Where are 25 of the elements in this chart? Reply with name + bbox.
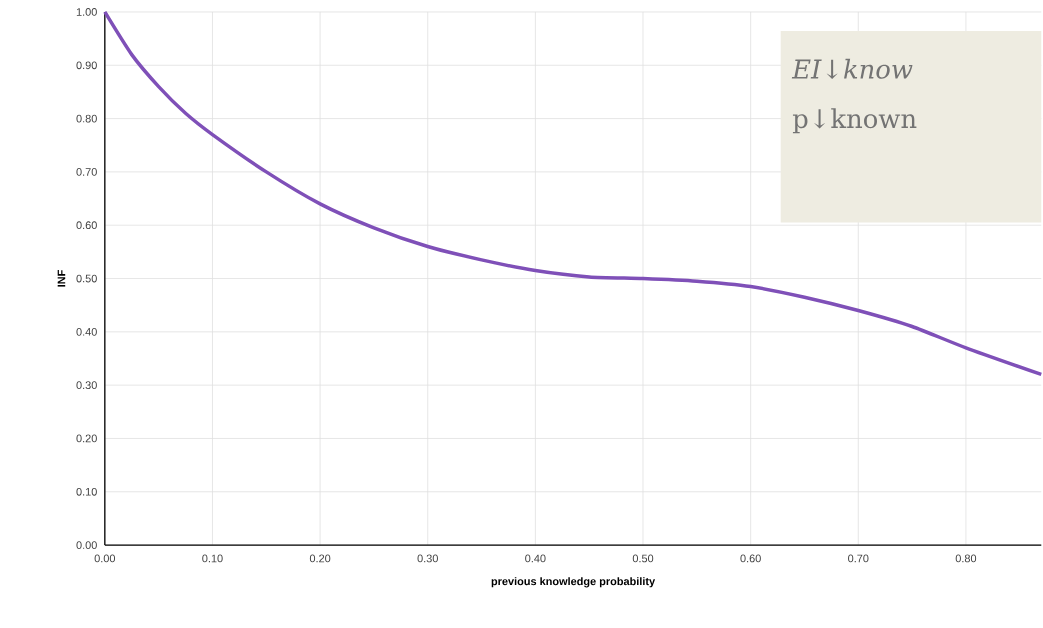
- y-tick-label: 0.30: [76, 381, 97, 390]
- x-axis-title: previous knowledge probability: [491, 577, 656, 588]
- y-tick-label: 0.70: [76, 168, 97, 176]
- y-tick-label: 0.80: [76, 114, 97, 123]
- y-tick-label: 0.40: [76, 328, 97, 336]
- y-tick-label: 0.60: [76, 221, 97, 230]
- x-tick-label: 0.30: [417, 554, 438, 563]
- y-axis-title: INF: [57, 270, 66, 287]
- x-tick-label: 0.20: [309, 554, 331, 563]
- y-tick-label: 0.20: [76, 434, 97, 443]
- y-tick-label: 0.90: [76, 61, 97, 70]
- y-tick-label: 0.50: [76, 274, 97, 283]
- x-tick-label: 0.00: [94, 554, 116, 563]
- x-tick-label: 0.60: [740, 554, 761, 563]
- y-tick-label: 0.10: [76, 487, 97, 496]
- x-tick-label: 0.70: [848, 554, 869, 563]
- y-tick-label: 0.00: [76, 541, 97, 549]
- line-series: [103, 10, 1043, 377]
- x-tick-label: 0.50: [632, 554, 654, 563]
- annotation: p↓known: [792, 108, 917, 134]
- y-tick-label: 1.00: [76, 8, 97, 16]
- x-tick-label: 0.80: [955, 554, 977, 563]
- x-tick-label: 0.10: [202, 554, 223, 563]
- annotation: EI↓know: [791, 58, 913, 79]
- x-tick-label: 0.40: [525, 554, 546, 563]
